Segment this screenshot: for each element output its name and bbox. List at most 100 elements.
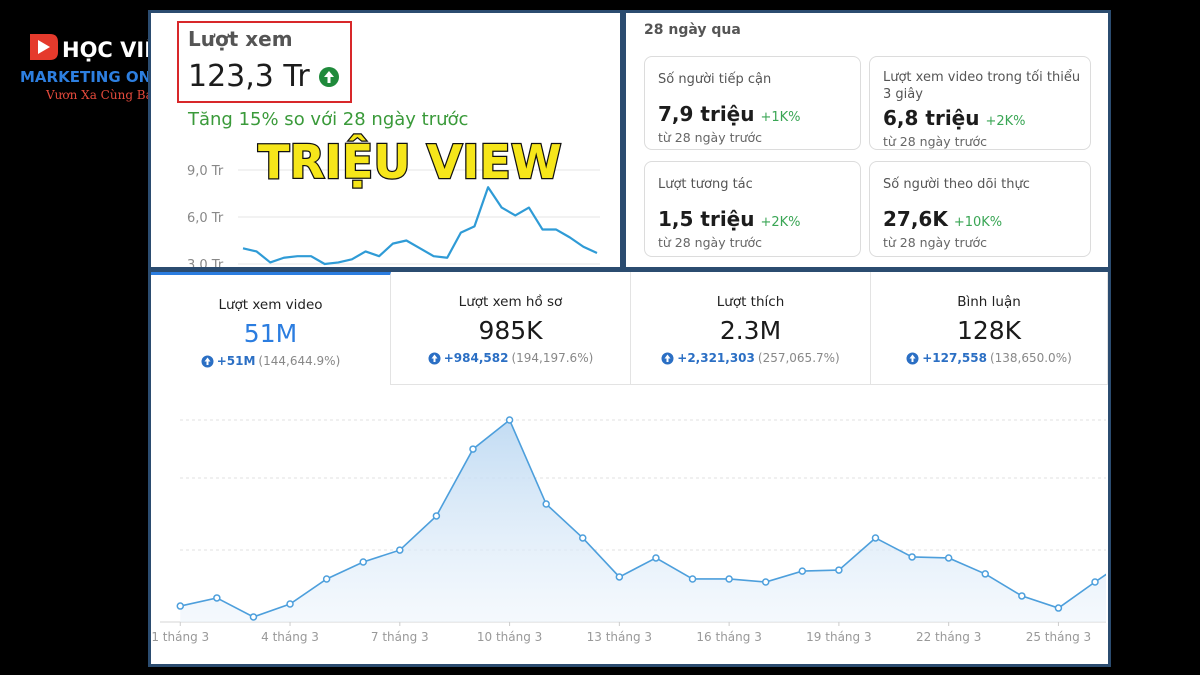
metrics-chart: 1 tháng 3 4 tháng 3 7 tháng 3 10 tháng 3 13 … xyxy=(151,416,1135,644)
card-change: +10K% xyxy=(953,215,1003,230)
logo-line1: HỌC VIỆ xyxy=(62,38,159,62)
views-label: Lượt xem xyxy=(188,27,293,51)
card-label: Lượt xem video trong tối thiểu 3 giây xyxy=(883,70,1081,102)
up-icon xyxy=(318,66,339,87)
summary-card: Số người tiếp cận 7,9 triệu +1K% từ 28 ng… xyxy=(644,56,861,150)
tab-percent: (144,644.9%) xyxy=(258,354,341,368)
card-note: từ 28 ngày trước xyxy=(658,235,763,250)
tab-percent: (138,650.0%) xyxy=(989,351,1072,365)
card-change: +2K% xyxy=(985,114,1026,129)
up-icon xyxy=(906,352,919,364)
point xyxy=(1091,578,1099,586)
point xyxy=(798,567,807,575)
tab-label: Lượt xem video xyxy=(218,297,323,313)
point xyxy=(725,575,733,583)
card-value: 6,8 triệu xyxy=(883,106,980,130)
card-note: từ 28 ngày trước xyxy=(883,134,988,149)
tab-change-row: +984,582 (194,197.6%) xyxy=(391,351,630,365)
card-change: +1K% xyxy=(760,110,801,125)
point xyxy=(213,594,221,602)
x-tick-label: 13 tháng 3 xyxy=(587,630,652,644)
x-tick-label: 1 tháng 3 xyxy=(151,630,209,644)
tab-change-row: +2,321,303 (257,065.7%) xyxy=(631,351,870,365)
views-change: Tăng 15% so với 28 ngày trước xyxy=(188,109,469,130)
summary-panel: 28 ngày qua Số người tiếp cận 7,9 triệu +… xyxy=(623,10,1111,270)
y-tick-label: 9,0 Tr xyxy=(187,164,224,179)
views-panel: Lượt xem 123,3 Tr Tăng 15% so với 28 ngà… xyxy=(148,10,623,270)
metric-tab[interactable]: Lượt thích 2.3M +2,321,303 (257,065.7%) xyxy=(631,272,871,385)
x-tick-label: 16 tháng 3 xyxy=(696,630,761,644)
up-icon xyxy=(428,352,441,364)
y-tick-label: 3,0 Tr xyxy=(187,258,224,273)
point xyxy=(176,602,185,610)
logo-line2: MARKETING ONL xyxy=(20,68,161,86)
card-label: Lượt tương tác xyxy=(658,177,753,192)
views-value: 123,3 Tr xyxy=(188,59,310,94)
summary-card: Lượt tương tác 1,5 triệu +2K% từ 28 ngày … xyxy=(644,161,861,257)
tab-change: +2,321,303 xyxy=(677,351,755,365)
line xyxy=(242,186,598,266)
up-icon xyxy=(661,352,674,364)
card-change: +2K% xyxy=(760,215,801,230)
point xyxy=(396,546,404,554)
x-tick-label: 7 tháng 3 xyxy=(371,630,429,644)
tab-change: +51M xyxy=(216,354,256,368)
area xyxy=(180,420,1106,622)
logo: HỌC VIỆ MARKETING ONL Vươn Xa Cùng Ba xyxy=(0,0,161,110)
tab-value: 128K xyxy=(956,316,1022,345)
metric-tab[interactable]: Bình luận 128K +127,558 (138,650.0%) xyxy=(871,272,1108,385)
summary-card: Số người theo dõi thực 27,6K +10K% từ 28 … xyxy=(869,161,1091,257)
summary-period: 28 ngày qua xyxy=(644,22,741,38)
tab-value: 2.3M xyxy=(719,316,782,345)
logo-line3: Vươn Xa Cùng Ba xyxy=(46,88,153,102)
tab-change: +984,582 xyxy=(443,351,509,365)
point xyxy=(432,512,441,520)
tab-value: 985K xyxy=(478,316,543,345)
y-tick-label: 6,0 Tr xyxy=(187,211,224,226)
tab-percent: (194,197.6%) xyxy=(511,351,594,365)
point xyxy=(286,600,294,608)
metric-tabs: Lượt xem video 51M +51M (144,644.9%) Lượt xe… xyxy=(151,272,1108,388)
point xyxy=(359,558,367,566)
tab-change: +127,558 xyxy=(922,351,987,365)
tab-label: Bình luận xyxy=(957,294,1021,310)
card-label: Số người theo dõi thực xyxy=(883,177,1030,192)
card-label: Số người tiếp cận xyxy=(658,72,772,87)
x-tick-label: 22 tháng 3 xyxy=(916,630,981,644)
point xyxy=(835,566,843,574)
point xyxy=(322,575,331,583)
x-tick-label: 10 tháng 3 xyxy=(477,630,542,644)
point xyxy=(1018,592,1026,600)
highlight-box xyxy=(177,21,352,103)
card-value: 1,5 triệu xyxy=(658,207,755,231)
up-icon xyxy=(201,355,214,367)
card-value: 7,9 triệu xyxy=(658,102,755,126)
point xyxy=(652,554,660,562)
tab-percent: (257,065.7%) xyxy=(757,351,840,365)
point xyxy=(505,416,514,424)
point xyxy=(579,534,587,542)
point xyxy=(1054,604,1063,612)
point xyxy=(871,534,880,542)
point xyxy=(761,578,770,586)
x-tick-label: 25 tháng 3 xyxy=(1026,630,1091,644)
tab-change-row: +127,558 (138,650.0%) xyxy=(871,351,1107,365)
x-tick-label: 4 tháng 3 xyxy=(261,630,319,644)
point xyxy=(249,613,258,621)
metric-tab[interactable]: Lượt xem video 51M +51M (144,644.9%) xyxy=(151,272,391,385)
point xyxy=(688,575,697,583)
point xyxy=(944,554,953,562)
card-value: 27,6K xyxy=(883,207,948,231)
metric-tab[interactable]: Lượt xem hồ sơ 985K +984,582 (194,197.6%) xyxy=(391,272,631,385)
tab-label: Lượt thích xyxy=(716,294,785,310)
views-chart: 9,0 Tr 6,0 Tr 3,0 Tr xyxy=(187,164,600,273)
point xyxy=(469,445,477,453)
card-note: từ 28 ngày trước xyxy=(658,130,763,145)
point xyxy=(1129,554,1135,560)
views-value-row: 123,3 Tr xyxy=(188,59,340,94)
logo-icon xyxy=(30,34,58,60)
x-tick-label: 19 tháng 3 xyxy=(806,630,871,644)
